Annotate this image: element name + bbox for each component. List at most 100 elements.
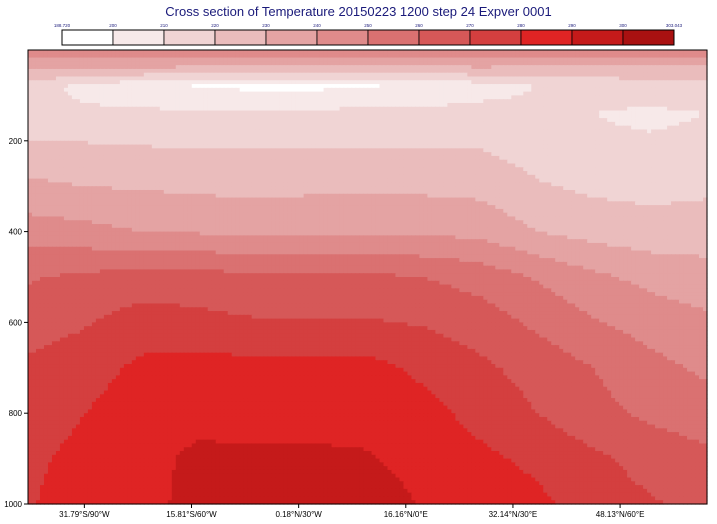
field-cell (555, 87, 560, 93)
field-cell (319, 57, 325, 62)
field-cell (95, 84, 101, 89)
field-cell (439, 61, 444, 66)
field-cell (443, 95, 448, 100)
field-cell (31, 148, 37, 153)
field-cell (39, 57, 45, 62)
field-cell (623, 148, 628, 153)
field-cell (175, 65, 181, 70)
field-cell (167, 155, 173, 161)
field-cell (199, 152, 205, 157)
field-cell (475, 91, 480, 96)
field-cell (307, 137, 313, 142)
field-cell (331, 114, 337, 119)
field-cell (167, 61, 173, 66)
field-cell (423, 65, 429, 70)
field-cell (503, 68, 508, 74)
field-cell (175, 110, 181, 115)
field-cell (691, 84, 696, 89)
field-cell (167, 133, 173, 138)
field-cell (587, 148, 592, 153)
field-cell (371, 102, 377, 108)
field-cell (163, 99, 169, 104)
field-cell (259, 95, 265, 100)
field-cell (303, 118, 309, 123)
field-cell (163, 137, 169, 142)
field-cell (435, 65, 440, 70)
field-cell (423, 91, 429, 96)
field-cell (259, 106, 265, 112)
field-cell (39, 144, 45, 149)
field-cell (167, 125, 173, 131)
field-cell (179, 125, 185, 131)
field-cell (59, 80, 65, 85)
field-cell (331, 84, 337, 89)
field-cell (639, 84, 644, 89)
field-cell (339, 91, 345, 96)
field-cell (615, 106, 620, 112)
field-cell (423, 50, 429, 55)
field-cell (599, 137, 604, 142)
field-cell (495, 53, 500, 59)
field-cell (191, 125, 197, 131)
field-cell (627, 118, 632, 123)
field-cell (67, 125, 73, 131)
field-cell (427, 121, 432, 127)
field-cell (91, 95, 97, 100)
field-cell (191, 133, 197, 138)
field-cell (343, 125, 349, 131)
field-cell (615, 84, 620, 89)
field-cell (535, 76, 540, 81)
field-cell (251, 152, 257, 157)
field-cell (359, 125, 365, 131)
field-cell (547, 68, 552, 74)
field-cell (467, 118, 472, 123)
field-cell (107, 121, 113, 127)
field-cell (295, 118, 301, 123)
field-cell (387, 106, 393, 112)
field-cell (339, 61, 345, 66)
field-cell (211, 137, 217, 142)
field-cell (167, 99, 173, 104)
field-cell (627, 133, 632, 138)
field-cell (255, 118, 261, 123)
field-cell (315, 148, 321, 153)
field-cell (263, 72, 269, 78)
field-cell (195, 125, 201, 131)
field-cell (279, 57, 285, 62)
field-cell (267, 91, 273, 96)
field-cell (51, 102, 57, 108)
field-cell (639, 140, 644, 146)
field-cell (635, 95, 640, 100)
field-cell (451, 125, 456, 131)
field-cell (259, 76, 265, 81)
field-cell (431, 129, 436, 134)
field-cell (399, 140, 405, 146)
field-cell (31, 50, 37, 55)
field-cell (507, 61, 512, 66)
field-cell (28, 110, 33, 115)
field-cell (703, 137, 708, 142)
field-cell (159, 99, 165, 104)
field-cell (403, 76, 409, 81)
field-cell (531, 148, 536, 153)
field-cell (111, 72, 117, 78)
field-cell (587, 99, 592, 104)
field-cell (471, 102, 476, 108)
field-cell (159, 65, 165, 70)
contour-field (28, 50, 708, 505)
field-cell (423, 110, 429, 115)
field-cell (231, 80, 237, 85)
field-cell (323, 80, 329, 85)
field-cell (175, 133, 181, 138)
field-cell (367, 95, 373, 100)
field-cell (407, 61, 413, 66)
field-cell (31, 57, 37, 62)
field-cell (291, 102, 297, 108)
field-cell (127, 87, 133, 93)
field-cell (467, 72, 472, 78)
field-cell (519, 144, 524, 149)
field-cell (191, 95, 197, 100)
field-cell (627, 155, 632, 161)
field-cell (307, 102, 313, 108)
field-cell (335, 65, 341, 70)
